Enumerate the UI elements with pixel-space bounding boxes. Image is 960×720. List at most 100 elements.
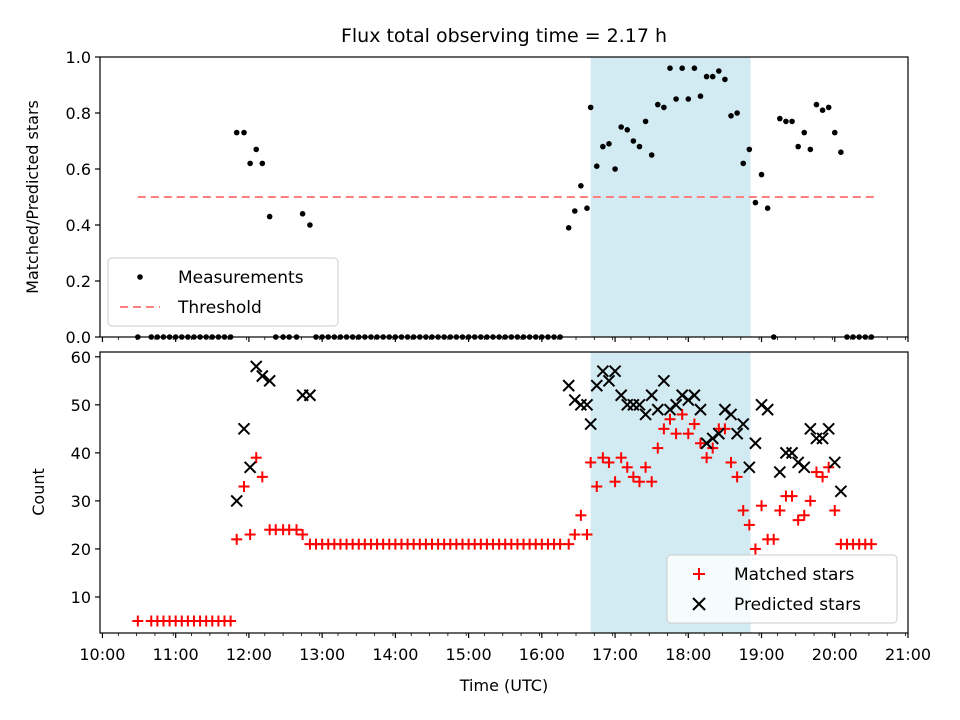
measurement-point	[593, 163, 600, 169]
measurement-point	[636, 143, 643, 150]
legend-measurements-marker	[137, 274, 143, 280]
top-y-tick-label: 1.0	[66, 48, 91, 67]
measurement-point	[618, 124, 624, 130]
x-tick-label: 19:00	[738, 645, 784, 664]
matched-star-point	[627, 471, 639, 483]
predicted-star-point	[303, 389, 317, 402]
measurement-point	[584, 205, 590, 211]
bottom-y-tick-label: 20	[71, 540, 91, 559]
predicted-star-point	[250, 360, 263, 373]
measurement-point	[624, 127, 631, 133]
matched-star-point	[132, 615, 144, 627]
bottom-legend: Matched stars Predicted stars	[666, 554, 898, 624]
measurement-point	[307, 222, 313, 228]
measurement-point	[691, 65, 698, 71]
measurement-point	[571, 208, 578, 214]
matched-star-point	[670, 428, 682, 440]
matched-star-point	[609, 476, 621, 488]
matched-star-point	[291, 524, 303, 536]
legend-matched-label: Matched stars	[734, 565, 854, 585]
x-tick-label: 21:00	[885, 645, 931, 664]
measurement-point	[266, 213, 273, 220]
matched-star-point	[792, 514, 804, 526]
measurement-point	[630, 138, 637, 144]
measurement-point	[259, 160, 266, 167]
bottom-panel: 10 20 30 40 50 60 10:00 11:00 12:00 13:00 14:00 15…	[29, 348, 931, 695]
measurement-point	[679, 65, 685, 71]
measurement-point	[241, 129, 247, 136]
predicted-star-point	[584, 417, 597, 431]
top-panel: 0.0 0.2 0.4 0.6 0.8 1.0 Flux total observing …	[23, 25, 909, 347]
predicted-star-point	[657, 374, 671, 388]
measurement-point	[661, 104, 667, 111]
measurement-point	[565, 225, 572, 231]
top-y-tick-label: 0.2	[66, 272, 91, 291]
matched-star-point	[676, 408, 688, 420]
legend-matched-marker	[693, 568, 705, 580]
matched-star-point	[731, 471, 743, 483]
matched-star-point	[244, 529, 256, 541]
predicted-star-point	[761, 403, 774, 416]
measurement-point	[734, 110, 740, 116]
matched-star-point	[621, 461, 633, 473]
measurement-point	[838, 149, 844, 155]
measurement-point	[777, 115, 783, 122]
predicted-star-point	[602, 374, 616, 388]
legend-threshold-label: Threshold	[177, 298, 262, 318]
matched-star-point	[238, 480, 250, 492]
x-tick-label: 18:00	[665, 645, 711, 664]
predicted-star-point	[785, 446, 799, 460]
predicted-star-point	[590, 379, 603, 392]
x-tick-label: 10:00	[79, 645, 125, 664]
measurement-point	[831, 129, 838, 136]
matched-star-point	[225, 615, 237, 627]
measurement-point	[722, 76, 728, 83]
matched-star-point	[658, 423, 670, 435]
x-tick-label: 15:00	[446, 645, 492, 664]
bottom-plot-frame	[99, 351, 909, 634]
top-y-ticks: 0.0 0.2 0.4 0.6 0.8 1.0	[66, 48, 100, 347]
x-tick-label: 13:00	[299, 645, 345, 664]
predicted-star-point	[562, 379, 575, 392]
matched-star-point	[756, 500, 768, 512]
measurement-point	[642, 118, 649, 125]
measurement-point	[795, 143, 801, 150]
measurements-series	[135, 65, 875, 340]
matched-star-point	[569, 529, 581, 541]
top-y-tick-label: 0.4	[66, 216, 91, 235]
predicted-star-point	[822, 422, 835, 436]
measurement-point	[807, 146, 814, 153]
bottom-y-ticks: 10 20 30 40 50 60	[71, 348, 100, 607]
matched-star-point	[231, 533, 243, 545]
bottom-y-tick-label: 50	[71, 396, 91, 415]
bottom-x-ticks: 10:00 11:00 12:00 13:00 14:00 15:00 16:00 17:00…	[79, 633, 931, 664]
matched-star-point	[798, 509, 810, 521]
predicted-star-point	[237, 422, 251, 436]
measurement-point	[819, 107, 826, 113]
matched-star-point	[603, 456, 615, 468]
matched-star-point	[695, 437, 707, 449]
x-axis-label: Time (UTC)	[459, 676, 548, 695]
measurement-point	[783, 118, 789, 125]
top-legend-box	[107, 257, 339, 327]
predicted-star-point	[804, 422, 817, 436]
matched-star-point	[737, 505, 749, 517]
predicted-star-point	[639, 408, 652, 421]
matched-star-point	[615, 452, 627, 464]
matched-star-point	[633, 476, 645, 488]
matched-star-point	[865, 538, 877, 550]
measurement-point	[578, 183, 584, 189]
measurement-point	[600, 143, 606, 150]
measurement-point	[813, 101, 820, 108]
predicted-star-point	[230, 494, 243, 508]
matched-star-point	[646, 476, 658, 488]
predicted-star-point	[737, 417, 750, 431]
bottom-y-axis-label: Count	[29, 468, 48, 516]
bottom-y-tick-label: 30	[71, 492, 91, 511]
matched-star-point	[701, 452, 713, 464]
predicted-star-point	[256, 369, 269, 383]
matched-star-point	[688, 418, 700, 430]
x-tick-label: 12:00	[226, 645, 272, 664]
x-tick-label: 16:00	[519, 645, 565, 664]
